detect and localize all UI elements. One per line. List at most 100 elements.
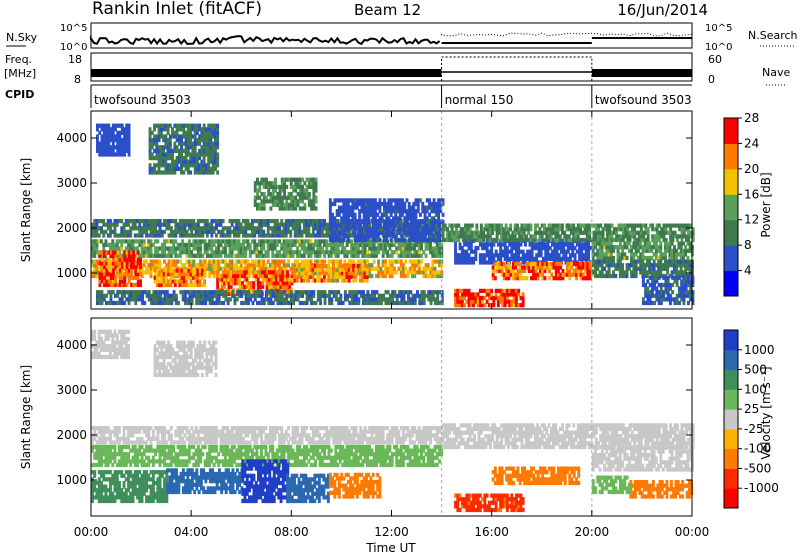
heatmap-cell bbox=[420, 270, 423, 275]
heatmap-cell bbox=[605, 270, 609, 275]
heatmap-cell bbox=[691, 290, 695, 295]
heatmap-cell bbox=[469, 292, 473, 297]
heatmap-cell bbox=[225, 270, 229, 275]
heatmap-cell bbox=[210, 239, 214, 244]
heatmap-cell bbox=[356, 264, 360, 269]
heatmap-cell bbox=[365, 219, 368, 225]
heatmap-cell bbox=[190, 219, 194, 224]
heatmap-cell bbox=[427, 297, 431, 302]
heatmap-cell bbox=[318, 219, 322, 224]
heatmap-cell bbox=[253, 246, 257, 251]
heatmap-cell bbox=[627, 263, 631, 268]
heatmap-cell bbox=[131, 246, 135, 251]
heatmap-cell bbox=[246, 222, 250, 227]
heatmap-cell bbox=[411, 259, 414, 264]
heatmap-cell bbox=[632, 255, 636, 261]
heatmap-cell bbox=[125, 272, 129, 277]
heatmap-cell bbox=[259, 284, 262, 289]
heatmap-cell bbox=[185, 253, 189, 258]
heatmap-cell bbox=[251, 233, 254, 238]
heatmap-cell bbox=[581, 276, 585, 281]
heatmap-cell bbox=[290, 273, 294, 279]
heatmap-cell bbox=[298, 250, 302, 255]
heatmap-cell bbox=[140, 253, 144, 258]
heatmap-cell bbox=[513, 237, 517, 243]
heatmap-cell bbox=[675, 252, 679, 257]
heatmap-cell bbox=[527, 237, 531, 243]
heatmap-cell bbox=[338, 226, 342, 231]
heatmap-cell bbox=[282, 259, 286, 264]
heatmap-cell bbox=[180, 275, 184, 280]
heatmap-cell bbox=[606, 234, 609, 239]
heatmap-cell bbox=[167, 222, 171, 227]
heatmap-cell bbox=[393, 270, 396, 275]
heatmap-cell bbox=[302, 266, 306, 271]
heatmap-cell bbox=[188, 290, 192, 295]
heatmap-cell bbox=[302, 263, 306, 268]
heatmap-cell bbox=[659, 293, 663, 298]
heatmap-cell bbox=[96, 127, 99, 132]
heatmap-cell bbox=[657, 290, 661, 295]
heatmap-cell bbox=[456, 256, 460, 261]
heatmap-cell bbox=[373, 300, 377, 306]
heatmap-cell bbox=[659, 245, 663, 250]
heatmap-cell bbox=[436, 290, 440, 295]
heatmap-cell bbox=[262, 300, 266, 306]
heatmap-cell bbox=[458, 253, 462, 258]
heatmap-cell bbox=[229, 270, 233, 275]
heatmap-cell bbox=[386, 242, 390, 247]
heatmap-cell bbox=[650, 290, 654, 295]
heatmap-cell bbox=[98, 123, 102, 128]
heatmap-cell bbox=[465, 249, 469, 254]
heatmap-cell bbox=[666, 279, 670, 284]
heatmap-cell bbox=[578, 253, 581, 258]
heatmap-cell bbox=[178, 275, 182, 280]
heatmap-cell bbox=[641, 270, 645, 275]
heatmap-cell bbox=[625, 270, 629, 275]
heatmap-cell bbox=[160, 275, 164, 280]
heatmap-cell bbox=[96, 290, 99, 295]
heatmap-cell bbox=[534, 268, 538, 274]
heatmap-cell bbox=[120, 229, 124, 234]
heatmap-cell bbox=[91, 246, 94, 251]
heatmap-cell bbox=[300, 278, 304, 283]
heatmap-cell bbox=[628, 234, 632, 239]
heatmap-cell bbox=[338, 264, 342, 269]
heatmap-cell bbox=[682, 290, 686, 295]
heatmap-cell bbox=[653, 275, 657, 280]
heatmap-cell bbox=[389, 230, 393, 235]
heatmap-cell bbox=[625, 263, 629, 268]
heatmap-cell bbox=[190, 300, 194, 306]
heatmap-cell bbox=[253, 239, 257, 244]
heatmap-cell bbox=[338, 242, 342, 247]
heatmap-cell bbox=[373, 290, 377, 295]
heatmap-cell bbox=[266, 266, 270, 271]
heatmap-cell bbox=[242, 266, 245, 271]
heatmap-cell bbox=[275, 226, 279, 231]
heatmap-cell bbox=[532, 261, 536, 266]
heatmap-cell bbox=[666, 263, 670, 268]
heatmap-cell bbox=[338, 267, 342, 272]
heatmap-cell bbox=[107, 290, 111, 295]
heatmap-cell bbox=[151, 219, 155, 224]
heatmap-cell bbox=[365, 227, 368, 232]
heatmap-cell bbox=[226, 239, 230, 244]
heatmap-cell bbox=[95, 273, 99, 279]
heatmap-cell bbox=[116, 300, 120, 306]
heatmap-cell bbox=[588, 227, 591, 232]
heatmap-cell bbox=[425, 227, 429, 232]
heatmap-cell bbox=[495, 223, 499, 228]
heatmap-cell bbox=[151, 253, 155, 258]
heatmap-cell bbox=[289, 233, 293, 238]
heatmap-cell bbox=[469, 249, 473, 254]
heatmap-cell bbox=[156, 246, 160, 251]
heatmap-cell bbox=[212, 259, 216, 264]
heatmap-cell bbox=[354, 270, 358, 275]
heatmap-cell bbox=[118, 297, 122, 302]
heatmap-cell bbox=[160, 282, 164, 288]
heatmap-cell bbox=[352, 267, 356, 272]
heatmap-cell bbox=[603, 241, 606, 246]
heatmap-cell bbox=[634, 273, 638, 279]
heatmap-cell bbox=[416, 198, 420, 203]
heatmap-cell bbox=[399, 259, 403, 264]
